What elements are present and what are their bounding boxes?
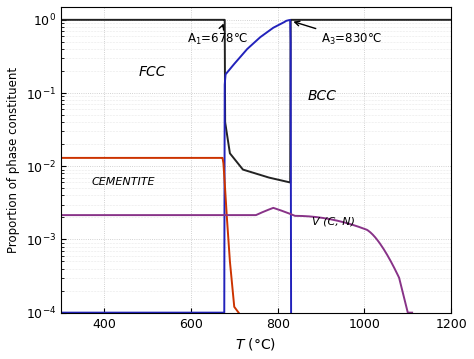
Text: V (C, N): V (C, N) <box>312 216 356 227</box>
Text: FCC: FCC <box>139 65 166 79</box>
Text: BCC: BCC <box>308 89 337 103</box>
Text: A$_3$=830°C: A$_3$=830°C <box>295 21 383 47</box>
X-axis label: $T$ (°C): $T$ (°C) <box>236 336 276 352</box>
Text: CEMENTITE: CEMENTITE <box>91 177 155 187</box>
Text: A$_1$=678°C: A$_1$=678°C <box>187 25 248 47</box>
Y-axis label: Proportion of phase constituent: Proportion of phase constituent <box>7 67 20 253</box>
